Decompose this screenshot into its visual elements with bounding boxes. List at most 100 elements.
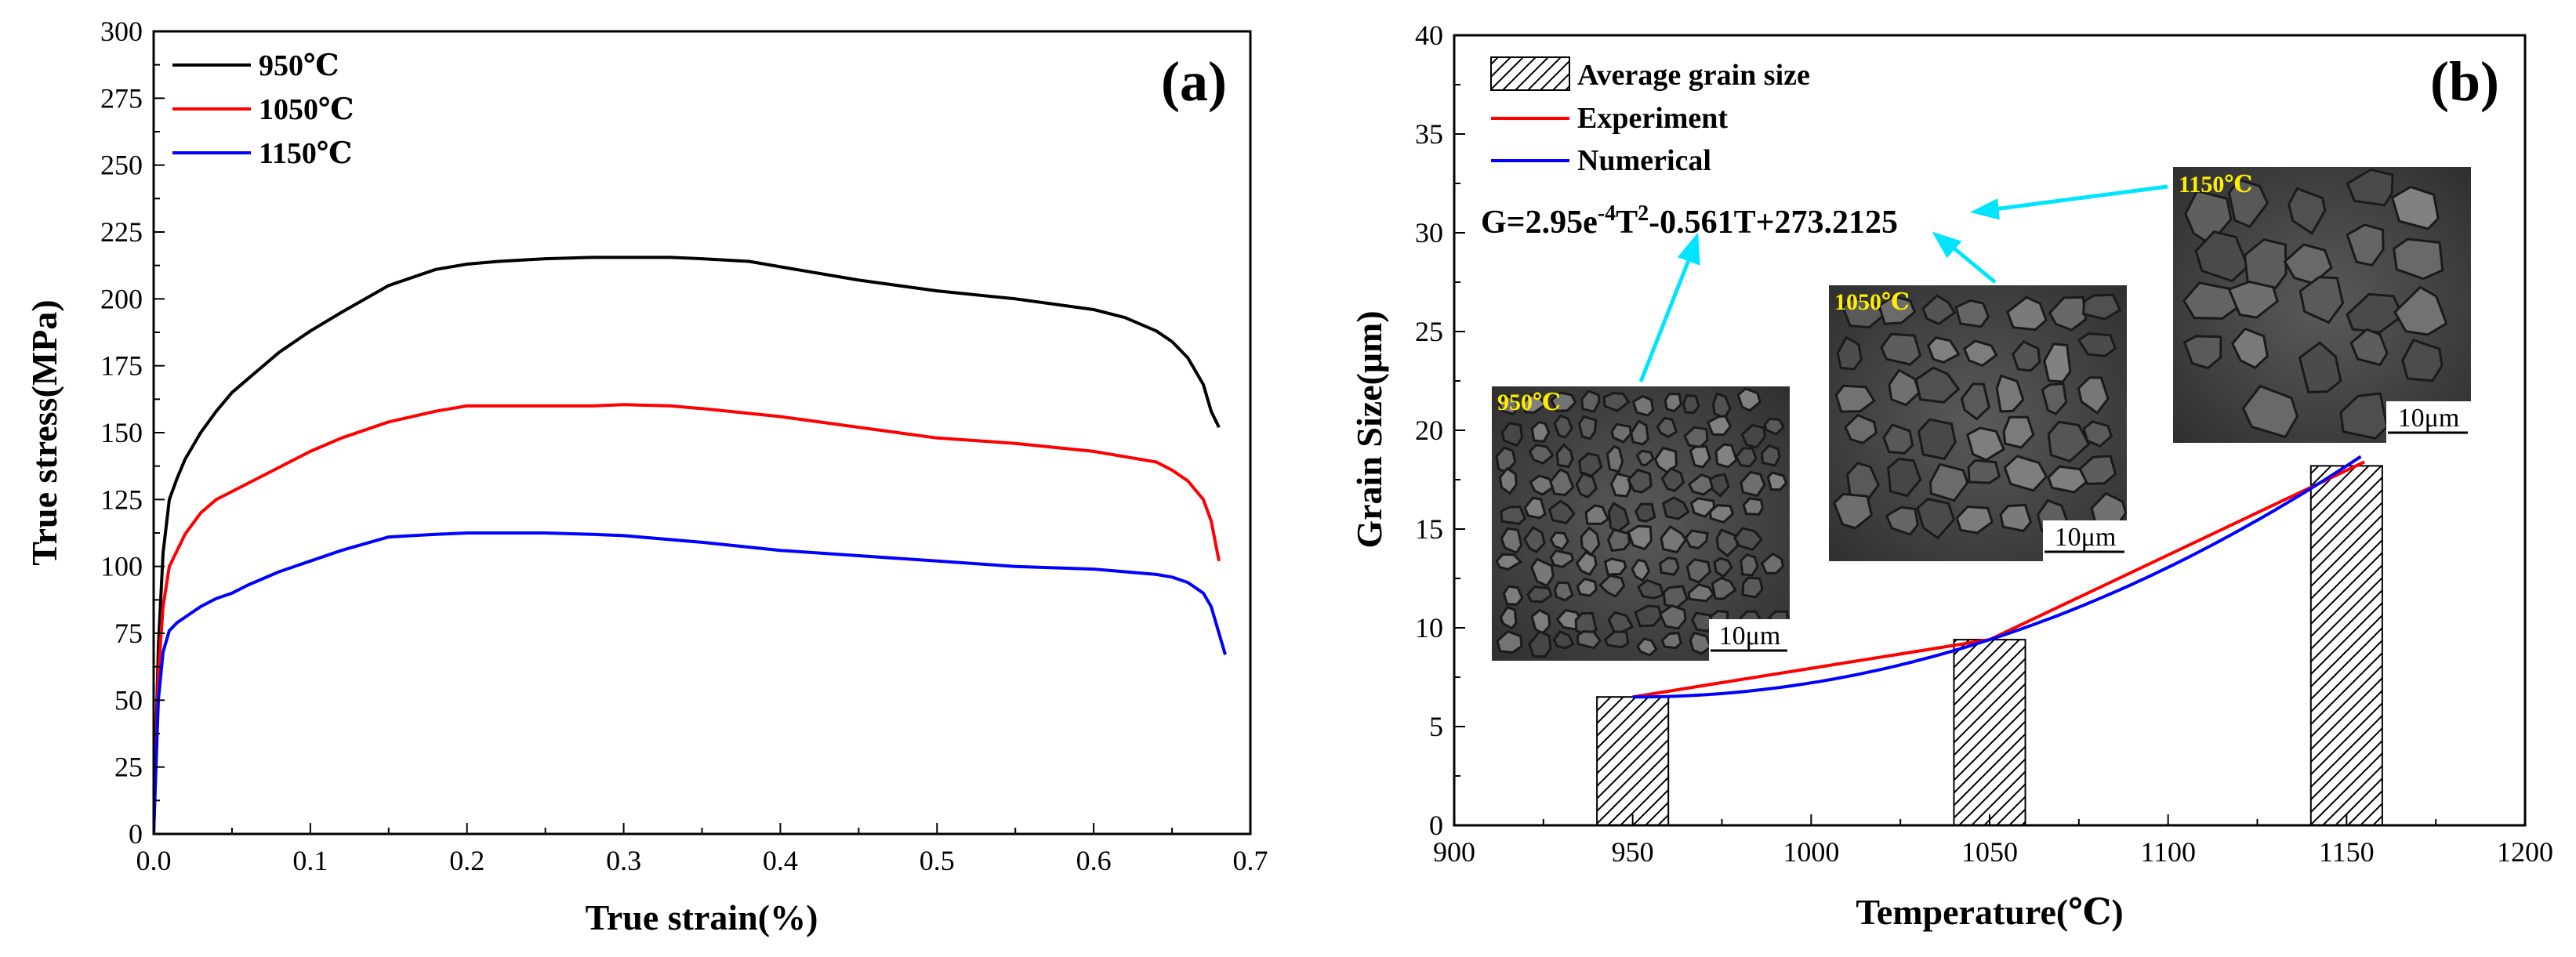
arrowhead-950 xyxy=(1677,232,1700,266)
grain xyxy=(1584,504,1609,525)
x-tick-label-b: 1150 xyxy=(2319,836,2375,868)
grain xyxy=(1499,605,1518,630)
micrograph-950: 950℃ 10μm xyxy=(1492,386,1790,661)
panel-b-grain-size-chart: 950℃ 10μm 1050℃ 10μm 1150℃ 10μm G=2.95e-… xyxy=(1349,20,2553,932)
x-tick-label-a: 0.7 xyxy=(1233,845,1268,876)
grain xyxy=(1880,332,1922,366)
y-tick-label-b: 10 xyxy=(1415,612,1443,643)
grain xyxy=(1555,443,1574,469)
axis-ticks-b: 900 950 1000 1050 1100 1150 1200 0 5 10 15 20 25 30 35… xyxy=(1415,20,2553,868)
grain xyxy=(1629,419,1649,446)
grain xyxy=(2082,420,2113,448)
grain xyxy=(2298,276,2345,324)
grain xyxy=(1687,583,1715,603)
micrograph-950-label: 950℃ xyxy=(1497,390,1561,415)
grain xyxy=(1606,528,1631,553)
grain xyxy=(1761,444,1781,467)
grain xyxy=(2227,178,2269,228)
grain xyxy=(1885,506,1919,536)
grain xyxy=(2082,293,2122,321)
grain xyxy=(1917,418,1957,461)
series-line-1 xyxy=(154,403,1221,834)
grain xyxy=(1962,339,1998,368)
grain xyxy=(1740,423,1767,449)
grain xyxy=(1576,630,1602,650)
grain xyxy=(1926,336,1961,364)
grain xyxy=(1966,426,2005,462)
grain xyxy=(1553,581,1574,602)
grain xyxy=(1708,473,1730,498)
micrograph-1150: 1150℃ 10μm xyxy=(2173,167,2471,443)
grain xyxy=(1522,393,1547,414)
panel-label-a: (a) xyxy=(1161,50,1227,113)
grain xyxy=(2346,168,2394,207)
grain xyxy=(1549,549,1575,569)
grain xyxy=(1552,629,1575,650)
grain xyxy=(1841,296,1886,329)
series-lines-a xyxy=(154,256,1227,834)
y-tick-label-b: 25 xyxy=(1415,316,1443,347)
grain xyxy=(1631,558,1651,582)
grain xyxy=(2043,343,2072,383)
grain xyxy=(2194,230,2249,283)
grain xyxy=(1635,449,1655,467)
numerical-line xyxy=(1632,455,2362,699)
grain xyxy=(1631,394,1655,417)
grain xyxy=(2393,237,2444,281)
grain xyxy=(2227,280,2279,319)
grain xyxy=(2077,376,2110,415)
x-tick-label-a: 0.6 xyxy=(1076,845,1112,876)
grain xyxy=(1495,553,1523,571)
y-tick-label-b: 0 xyxy=(1429,810,1443,841)
grain xyxy=(2393,285,2448,336)
panel-label-b: (b) xyxy=(2430,50,2499,113)
grain xyxy=(1528,629,1552,658)
grain xyxy=(1547,499,1576,525)
fit-equation: G=2.95e-4T2-0.561T+273.2125 xyxy=(1481,201,1898,241)
grain xyxy=(1660,466,1685,492)
grain xyxy=(1658,604,1687,630)
micrograph-1050-scale: 10μm xyxy=(2055,523,2117,552)
grain xyxy=(1498,466,1518,495)
grain xyxy=(1706,415,1732,437)
grain xyxy=(2230,327,2269,370)
x-tick-label-b: 1100 xyxy=(2140,836,2196,868)
grain xyxy=(1740,470,1766,498)
legend-label-experiment: Experiment xyxy=(1577,102,1728,135)
grain xyxy=(1549,531,1570,551)
grain xyxy=(1685,558,1712,584)
y-axis-title-a: True stress(MPa) xyxy=(24,299,64,565)
grain xyxy=(2346,292,2404,334)
grain xyxy=(1636,578,1665,600)
grain xyxy=(1634,502,1656,523)
series-line-0 xyxy=(154,256,1221,834)
grain xyxy=(1995,374,2025,413)
x-axis-title-a: True strain(%) xyxy=(586,897,818,937)
grain xyxy=(2241,384,2299,439)
x-tick-label-b: 950 xyxy=(1612,836,1654,868)
grain xyxy=(1689,497,1715,519)
grain xyxy=(2078,455,2117,485)
grain xyxy=(1882,423,1914,455)
grain xyxy=(2041,382,2068,415)
bar-950 xyxy=(1596,696,1670,827)
grain xyxy=(1763,417,1785,436)
grain xyxy=(1733,527,1763,552)
grain xyxy=(1627,524,1653,551)
grain xyxy=(1500,527,1523,555)
grain xyxy=(2288,187,2327,235)
grain xyxy=(1689,631,1713,655)
grain xyxy=(1627,468,1653,494)
grain xyxy=(1999,503,2033,533)
grain xyxy=(2390,185,2440,230)
grain xyxy=(1609,472,1632,498)
bars-b xyxy=(1596,465,2383,827)
y-tick-label-a: 300 xyxy=(100,16,143,47)
grain xyxy=(1577,415,1598,440)
grain xyxy=(2047,420,2091,463)
grain xyxy=(1711,576,1737,600)
y-tick-label-b: 35 xyxy=(1415,118,1443,150)
grain xyxy=(1689,445,1711,469)
grain xyxy=(1709,504,1735,524)
bar-1050 xyxy=(1953,639,2026,826)
